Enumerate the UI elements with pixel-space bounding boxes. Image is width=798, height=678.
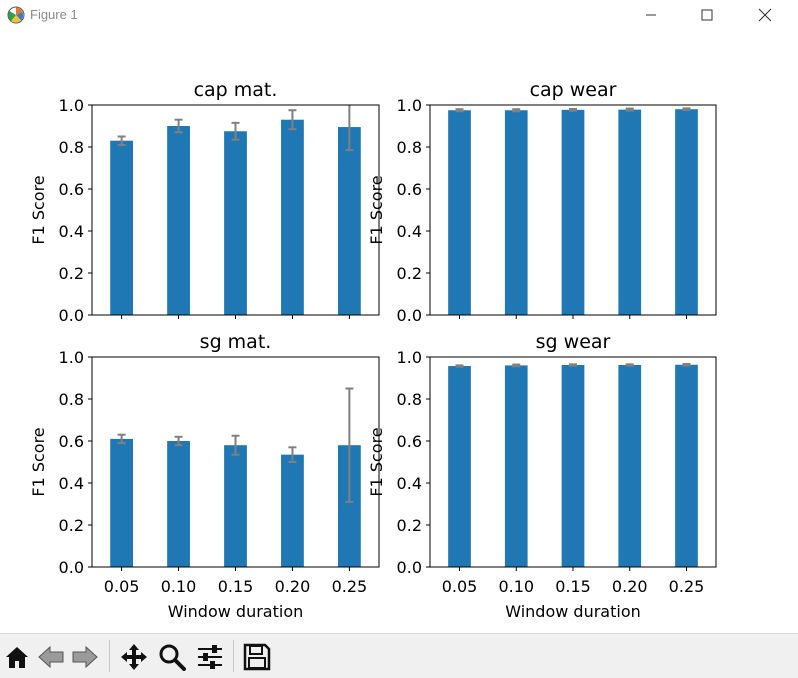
y-tick-label: 0.2 [59,264,84,283]
y-tick-label: 0.8 [397,390,422,409]
y-tick-label: 0.4 [59,474,84,493]
back-button[interactable] [36,642,66,672]
x-tick-label: 0.20 [612,577,648,596]
y-tick-label: 0.6 [59,180,84,199]
zoom-icon [159,644,186,671]
close-button[interactable] [742,0,788,30]
bar [224,131,247,315]
y-tick-label: 1.0 [59,348,84,367]
home-button[interactable] [2,642,32,672]
x-tick-label: 0.15 [218,577,254,596]
subplot-title: sg mat. [200,331,272,353]
bar [675,364,698,567]
bar [224,445,247,567]
x-tick-label: 0.20 [275,577,311,596]
x-axis-label: Window duration [168,602,304,621]
y-tick-label: 1.0 [397,348,422,367]
y-axis-label: F1 Score [367,427,386,496]
toolbar-separator [233,640,234,672]
y-tick-label: 0.8 [397,138,422,157]
minimize-icon [646,14,656,16]
y-tick-label: 0.2 [397,264,422,283]
bar [281,454,304,567]
back-icon [38,645,64,669]
bar [618,364,642,567]
y-tick-label: 0.8 [59,390,84,409]
figure-canvas: 0.0 0.2 0.4 0.6 0.8 1.0 cap mat. F1 Score 0.0 0.2… [0,30,798,630]
bar [448,366,471,567]
bar [338,445,361,567]
bar [675,109,698,315]
window-titlebar: Figure 1 [0,0,798,30]
figure-svg: 0.0 0.2 0.4 0.6 0.8 1.0 cap mat. F1 Score 0.0 0.2… [29,79,717,621]
pan-button[interactable] [119,642,149,672]
bar [110,438,133,567]
y-axis-label: F1 Score [29,175,48,244]
navigation-toolbar [0,633,798,678]
y-tick-label: 0.6 [59,432,84,451]
y-tick-label: 0.2 [59,516,84,535]
subplot-title: cap wear [530,79,617,101]
x-tick-label: 0.25 [669,577,705,596]
x-tick-label: 0.25 [332,577,368,596]
y-tick-label: 1.0 [59,96,84,115]
y-tick-label: 0.4 [59,222,84,241]
bar [338,127,361,315]
x-tick-label: 0.05 [104,577,140,596]
bar [504,365,528,567]
bar [110,140,133,315]
x-tick-label: 0.05 [442,577,478,596]
bar [167,126,190,315]
forward-icon [72,645,98,669]
save-button[interactable] [242,642,272,672]
bar [561,109,585,315]
y-tick-label: 0.0 [59,306,84,325]
bar [504,110,528,315]
bar [618,109,642,316]
maximize-button[interactable] [684,0,730,30]
minimize-button[interactable] [628,0,674,30]
y-tick-label: 0.6 [397,180,422,199]
y-axis-label: F1 Score [29,427,48,496]
y-tick-label: 0.2 [397,516,422,535]
zoom-button[interactable] [157,642,187,672]
y-tick-label: 0.4 [397,222,422,241]
save-icon [243,643,271,671]
pan-icon [121,644,147,670]
configure-subplots-button[interactable] [195,642,225,672]
toolbar-separator [109,640,110,672]
y-tick-label: 0.0 [397,558,422,577]
x-tick-label: 0.10 [161,577,197,596]
y-tick-label: 0.8 [59,138,84,157]
maximize-icon [701,9,713,21]
subplot-title: cap mat. [194,79,278,101]
configure-subplots-icon [198,645,222,669]
forward-button[interactable] [70,642,100,672]
x-tick-label: 0.10 [498,577,534,596]
close-icon [758,8,772,22]
bar [448,110,471,315]
y-tick-label: 0.0 [397,306,422,325]
bar [167,441,190,567]
y-tick-label: 0.4 [397,474,422,493]
subplot-title: sg wear [536,331,611,353]
y-tick-label: 1.0 [397,96,422,115]
bar [561,364,585,567]
bar [281,119,304,315]
y-axis-label: F1 Score [367,175,386,244]
y-tick-label: 0.0 [59,558,84,577]
y-tick-label: 0.6 [397,432,422,451]
x-tick-label: 0.15 [555,577,591,596]
window-title: Figure 1 [30,7,78,22]
home-icon [6,647,28,668]
x-axis-label: Window duration [505,602,641,621]
matplotlib-icon [7,6,25,24]
